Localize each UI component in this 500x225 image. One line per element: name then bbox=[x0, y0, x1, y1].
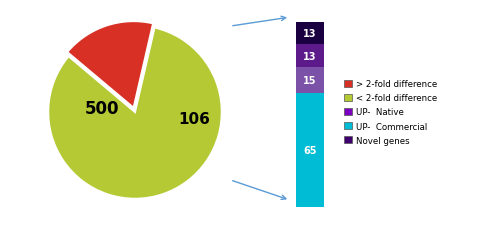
Text: 15: 15 bbox=[303, 76, 317, 86]
Text: 13: 13 bbox=[303, 29, 317, 39]
Text: 65: 65 bbox=[303, 145, 317, 155]
Bar bbox=[296, 45, 324, 68]
Text: 106: 106 bbox=[178, 112, 210, 127]
Text: 13: 13 bbox=[303, 52, 317, 61]
Bar bbox=[296, 94, 324, 207]
Bar bbox=[296, 22, 324, 45]
Wedge shape bbox=[67, 22, 153, 108]
Bar bbox=[296, 68, 324, 94]
Legend: > 2-fold difference, < 2-fold difference, UP-  Native, UP-  Commercial, Novel ge: > 2-fold difference, < 2-fold difference… bbox=[344, 80, 437, 145]
Text: 500: 500 bbox=[85, 99, 119, 117]
Wedge shape bbox=[48, 28, 222, 199]
